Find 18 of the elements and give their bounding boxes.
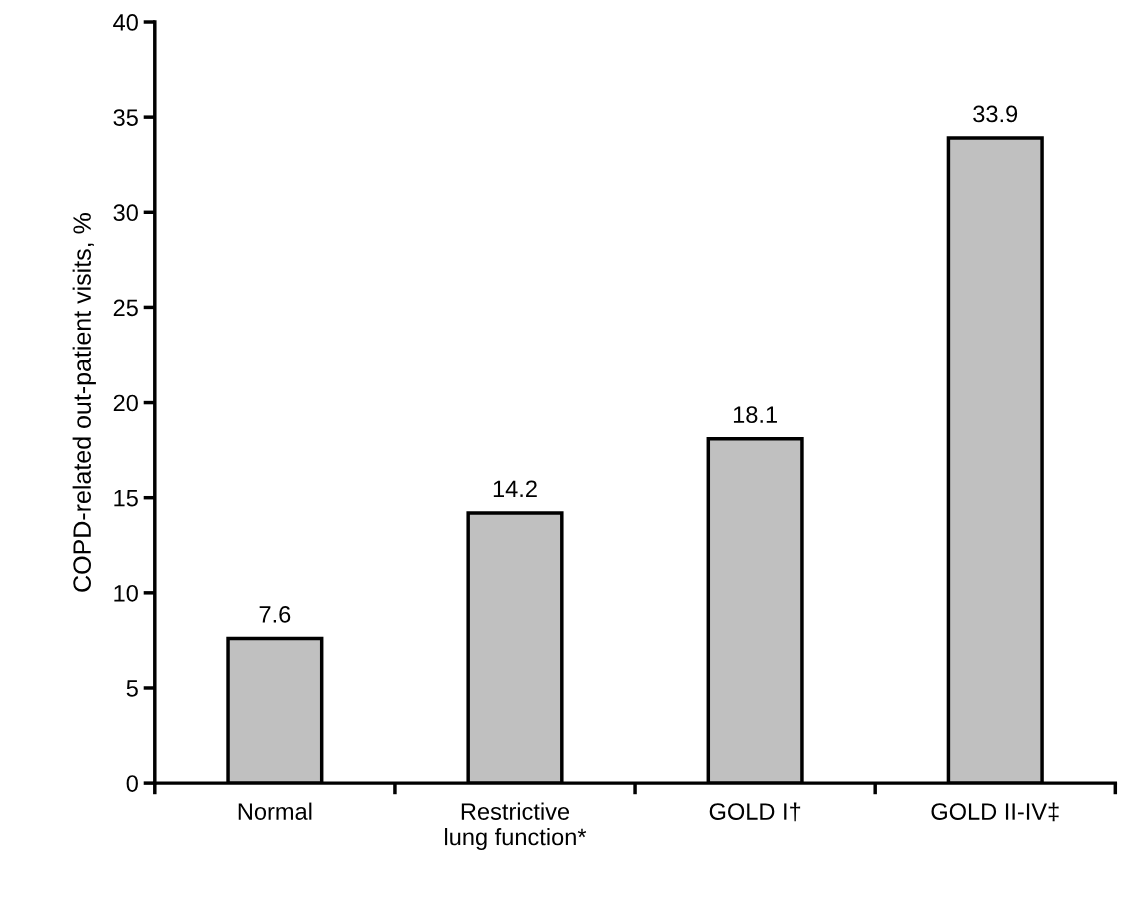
data-label: 18.1 xyxy=(733,406,777,423)
data-label: 7.6 xyxy=(259,606,291,623)
y-tick-label: 40 xyxy=(113,14,138,31)
x-tick-label: GOLD II-IV‡ xyxy=(931,802,1059,822)
y-tick-label: 35 xyxy=(113,109,138,126)
y-tick-label: 0 xyxy=(126,775,138,792)
x-tick-label: Normal xyxy=(238,802,312,820)
data-label: 14.2 xyxy=(493,480,537,497)
y-tick-label: 15 xyxy=(114,490,138,507)
y-tick-label: 5 xyxy=(126,680,138,697)
x-tick-label: Restrictive lung function* xyxy=(445,802,587,850)
x-tick-label: GOLD I† xyxy=(709,802,801,822)
data-label: 33.9 xyxy=(973,105,1018,123)
y-tick-label: 30 xyxy=(113,204,138,222)
y-tick-label: 20 xyxy=(113,394,138,412)
y-axis-title: COPD-related out-patient visits, % xyxy=(72,213,96,592)
y-tick-label: 25 xyxy=(113,299,138,317)
y-tick-label: 10 xyxy=(114,584,138,602)
